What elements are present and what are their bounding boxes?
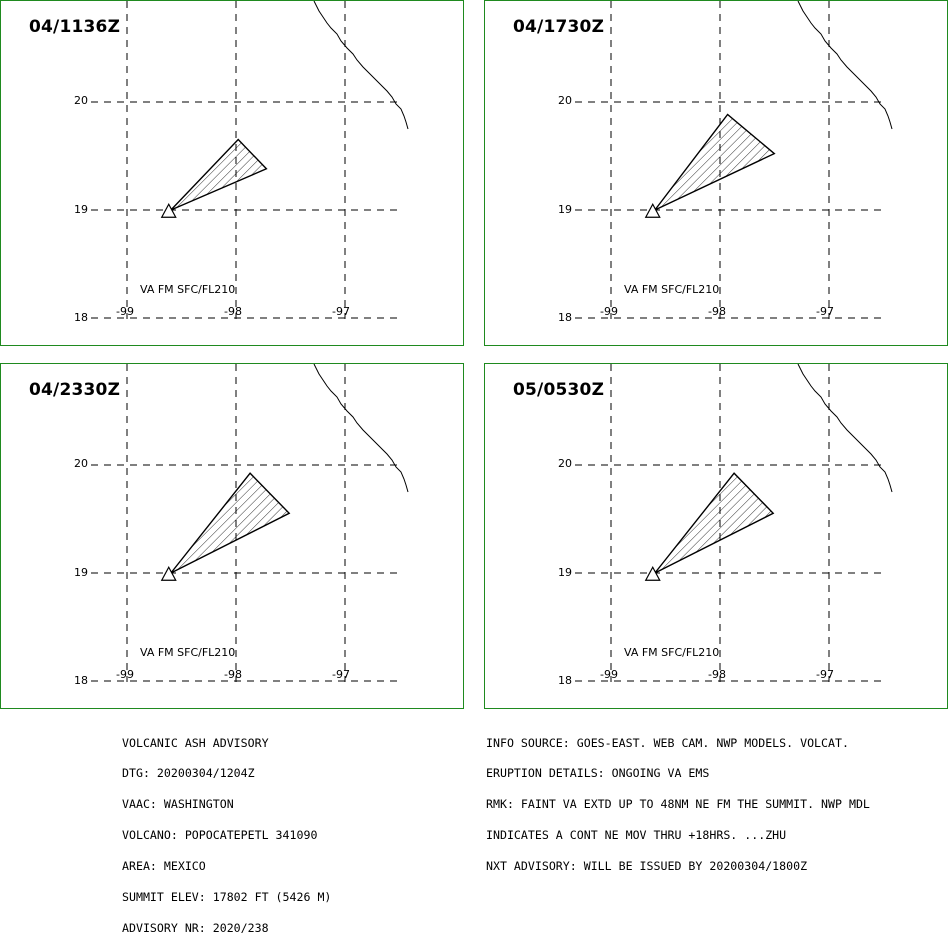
map-graphic bbox=[575, 364, 893, 682]
map-panel-3: 04/2330Z 20 19 18 -99 -98 -97 VA FM SFC/… bbox=[0, 363, 464, 709]
lat-label-19: 19 bbox=[558, 203, 572, 216]
lat-label-18: 18 bbox=[558, 311, 572, 324]
coastline bbox=[313, 1, 409, 130]
advisory-line: INDICATES A CONT NE MOV THRU +18HRS. ...… bbox=[486, 828, 787, 843]
map-graphic bbox=[91, 1, 409, 319]
lat-label-19: 19 bbox=[74, 203, 88, 216]
advisory-line: VAAC: WASHINGTON bbox=[122, 797, 234, 812]
va-level-label: VA FM SFC/FL210 bbox=[140, 646, 236, 659]
lat-label-20: 20 bbox=[558, 457, 572, 470]
map-panel-4: 05/0530Z 20 19 18 -99 -98 -97 VA FM SFC/… bbox=[484, 363, 948, 709]
lat-label-18: 18 bbox=[74, 311, 88, 324]
lon-label-minus-97: -97 bbox=[332, 668, 350, 681]
lat-label-20: 20 bbox=[74, 94, 88, 107]
lon-label-minus-97: -97 bbox=[816, 668, 834, 681]
lat-label-18: 18 bbox=[74, 674, 88, 687]
map-graphic bbox=[575, 1, 893, 319]
advisory-line: ADVISORY NR: 2020/238 bbox=[122, 920, 269, 935]
va-level-label: VA FM SFC/FL210 bbox=[140, 283, 236, 296]
lon-label-minus-98: -98 bbox=[224, 305, 242, 318]
map-panel-1: 04/1136Z 20 19 18 -99 -98 -97 VA FM SFC/… bbox=[0, 0, 464, 346]
lon-label-minus-99: -99 bbox=[600, 668, 618, 681]
volcano-icon bbox=[160, 565, 177, 581]
volcano-icon bbox=[644, 202, 661, 218]
advisory-line: VOLCANIC ASH ADVISORY bbox=[122, 735, 269, 750]
ash-cloud-polygon bbox=[654, 113, 776, 211]
ash-cloud-polygon bbox=[170, 472, 291, 574]
coastline bbox=[797, 1, 893, 130]
map-panel-2: 04/1730Z 20 19 18 -99 -98 -97 VA FM SFC/… bbox=[484, 0, 948, 346]
advisory-text-right: INFO SOURCE: GOES-EAST. WEB CAM. NWP MOD… bbox=[486, 717, 870, 882]
lat-label-20: 20 bbox=[558, 94, 572, 107]
lat-label-18: 18 bbox=[558, 674, 572, 687]
lon-label-minus-98: -98 bbox=[224, 668, 242, 681]
volcano-icon bbox=[644, 565, 661, 581]
advisory-line: ERUPTION DETAILS: ONGOING VA EMS bbox=[486, 766, 710, 781]
volcano-icon bbox=[160, 202, 177, 218]
ash-cloud-polygon bbox=[654, 472, 775, 574]
advisory-line: SUMMIT ELEV: 17802 FT (5426 M) bbox=[122, 890, 332, 905]
lon-label-minus-97: -97 bbox=[816, 305, 834, 318]
lat-label-19: 19 bbox=[558, 566, 572, 579]
advisory-line: DTG: 20200304/1204Z bbox=[122, 766, 255, 781]
advisory-text-left: VOLCANIC ASH ADVISORY DTG: 20200304/1204… bbox=[122, 717, 331, 944]
lon-label-minus-98: -98 bbox=[708, 668, 726, 681]
advisory-line: AREA: MEXICO bbox=[122, 859, 206, 874]
coastline bbox=[313, 364, 409, 493]
map-graphic bbox=[91, 364, 409, 682]
advisory-line: INFO SOURCE: GOES-EAST. WEB CAM. NWP MOD… bbox=[486, 735, 849, 750]
lon-label-minus-98: -98 bbox=[708, 305, 726, 318]
lat-label-19: 19 bbox=[74, 566, 88, 579]
ash-cloud-polygon bbox=[170, 138, 268, 211]
advisory-line: RMK: FAINT VA EXTD UP TO 48NM NE FM THE … bbox=[486, 797, 870, 812]
coastline bbox=[797, 364, 893, 493]
lon-label-minus-99: -99 bbox=[116, 668, 134, 681]
lat-label-20: 20 bbox=[74, 457, 88, 470]
va-level-label: VA FM SFC/FL210 bbox=[624, 646, 720, 659]
panel-time-label: 04/1730Z bbox=[513, 17, 605, 37]
lon-label-minus-99: -99 bbox=[600, 305, 618, 318]
va-level-label: VA FM SFC/FL210 bbox=[624, 283, 720, 296]
lon-label-minus-97: -97 bbox=[332, 305, 350, 318]
lon-label-minus-99: -99 bbox=[116, 305, 134, 318]
panel-time-label: 04/1136Z bbox=[29, 17, 121, 37]
advisory-line: NXT ADVISORY: WILL BE ISSUED BY 20200304… bbox=[486, 859, 808, 874]
advisory-line: VOLCANO: POPOCATEPETL 341090 bbox=[122, 828, 318, 843]
panel-time-label: 04/2330Z bbox=[29, 380, 121, 400]
panel-time-label: 05/0530Z bbox=[513, 380, 605, 400]
